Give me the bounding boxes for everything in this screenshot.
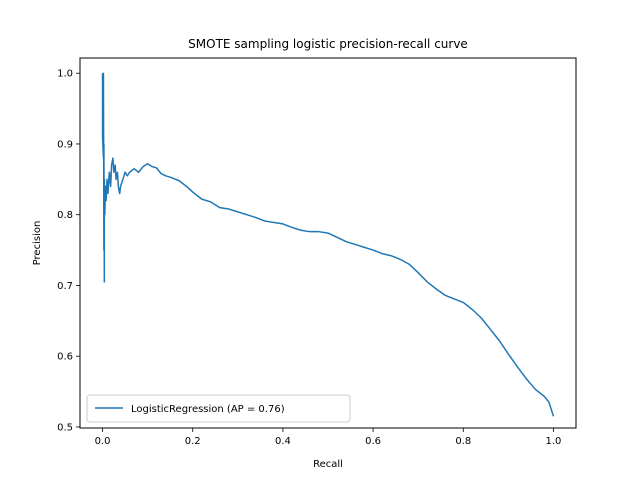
x-axis-label: Recall — [313, 459, 343, 470]
y-tick-label: 0.9 — [57, 139, 73, 150]
x-tick-label: 0.0 — [95, 436, 111, 447]
x-tick-label: 0.8 — [455, 436, 471, 447]
legend-entry-label: LogisticRegression (AP = 0.76) — [131, 404, 285, 415]
y-tick-label: 0.8 — [57, 210, 73, 221]
y-axis: 0.5 0.6 0.7 0.8 0.9 1.0 — [57, 69, 80, 433]
x-tick-label: 0.2 — [185, 436, 201, 447]
x-tick-label: 0.4 — [275, 436, 291, 447]
y-tick-label: 0.7 — [57, 281, 73, 292]
y-axis-label: Precision — [32, 221, 43, 266]
x-tick-label: 0.6 — [365, 436, 381, 447]
axes-frame — [79, 57, 577, 429]
chart-title: SMOTE sampling logistic precision-recall… — [188, 37, 468, 51]
y-tick-label: 1.0 — [57, 69, 73, 80]
legend-frame — [86, 394, 351, 423]
x-tick-label: 1.0 — [546, 436, 562, 447]
legend: LogisticRegression (AP = 0.76) — [86, 394, 351, 423]
plot-area — [101, 72, 555, 417]
y-tick-label: 0.6 — [57, 352, 73, 363]
y-tick-label: 0.5 — [57, 422, 73, 433]
series-line-0 — [101, 72, 555, 417]
x-axis: 0.0 0.2 0.4 0.6 0.8 1.0 — [95, 428, 562, 447]
